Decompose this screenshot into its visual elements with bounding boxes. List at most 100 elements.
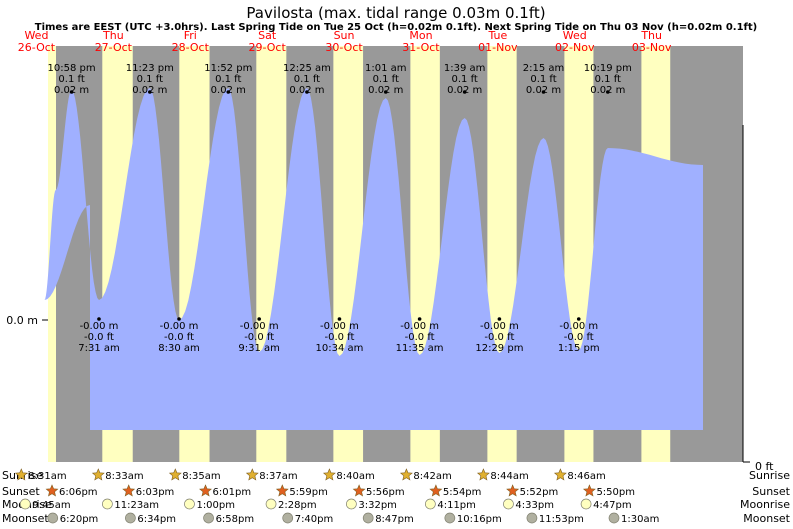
low-tide-marker: [177, 317, 181, 321]
sunset-time: 5:50pm: [596, 487, 635, 498]
tide-area: [44, 88, 703, 430]
moonrise-time: 4:33pm: [515, 500, 554, 511]
row-label-right: Sunrise: [749, 469, 790, 482]
high-tide-marker: [462, 90, 467, 94]
low-tide-label: -0.00 m-0.0 ft7:31 am: [78, 317, 120, 354]
low-tide-text: -0.0 ft: [164, 332, 194, 343]
row-label-right: Sunset: [752, 485, 790, 498]
moonset-icon: [203, 512, 214, 524]
day-name-label: Thu: [640, 29, 662, 42]
day-name-label: Sun: [334, 29, 355, 42]
chart-subtitle: Times are EEST (UTC +3.0hrs). Last Sprin…: [35, 22, 757, 33]
sunrise-icon: [399, 468, 413, 481]
sunrise-time: 8:37am: [259, 471, 297, 482]
low-tide-text: -0.00 m: [480, 321, 519, 332]
low-tide-text: -0.00 m: [80, 321, 119, 332]
moonrise-icon: [265, 498, 277, 510]
sunrise-icon: [14, 468, 28, 481]
day-date-label: 31-Oct: [402, 41, 440, 54]
high-tide-label: 1:01 am0.1 ft0.02 m: [365, 63, 407, 96]
day-name-label: Wed: [24, 29, 48, 42]
sunset-time: 5:59pm: [289, 487, 328, 498]
day-date-label: 02-Nov: [555, 41, 595, 54]
sunrise-icon: [245, 468, 259, 481]
moonrise-time: 9:45am: [32, 500, 70, 511]
y-label-right: 0 ft: [755, 460, 774, 473]
sunset-time: 6:01pm: [213, 487, 252, 498]
high-tide-text: 12:25 am: [283, 63, 331, 74]
low-tide-text: -0.00 m: [240, 321, 279, 332]
moonset-icon: [362, 512, 374, 524]
sunrise-time: 8:35am: [182, 471, 220, 482]
sunset-icon: [199, 484, 212, 497]
sunset-icon: [582, 484, 596, 497]
high-tide-marker: [148, 90, 152, 94]
low-tide-marker: [576, 317, 581, 321]
low-tide-text: -0.0 ft: [405, 332, 435, 343]
day-name-label: Mon: [409, 29, 432, 42]
high-tide-text: 0.1 ft: [294, 74, 320, 85]
moonrise-time: 4:47pm: [593, 500, 632, 511]
low-tide-label: -0.00 m-0.0 ft8:30 am: [158, 317, 200, 354]
moonset-icon: [444, 512, 456, 524]
row-label-right: Moonset: [743, 512, 790, 525]
moonset-time: 11:53pm: [539, 514, 584, 525]
moonset-time: 6:34pm: [137, 514, 176, 525]
low-tide-text: -0.0 ft: [324, 332, 354, 343]
sunset-time: 6:06pm: [59, 487, 98, 498]
high-tide-label: 12:25 am0.1 ft0.02 m: [283, 63, 331, 96]
sunrise-icon: [476, 468, 490, 481]
day-labels: 26-OctWed27-OctThu28-OctFri29-OctSat30-O…: [18, 29, 672, 54]
high-tide-marker: [606, 90, 610, 94]
tide-labels: 10:58 pm0.1 ft0.02 m 11:23 pm0.1 ft0.02 m…: [48, 63, 632, 354]
low-tide-text: -0.00 m: [559, 321, 598, 332]
day-date-label: 01-Nov: [478, 41, 518, 54]
moonrise-time: 1:00pm: [196, 500, 235, 511]
sunrise-icon: [553, 468, 567, 481]
low-tide-text: -0.00 m: [320, 321, 359, 332]
low-tide-text: 11:35 am: [396, 343, 444, 354]
high-tide-label: 1:39 am0.1 ft0.02 m: [444, 63, 486, 96]
high-tide-label: 10:19 pm0.1 ft0.02 m: [584, 63, 632, 96]
sunset-icon: [429, 484, 443, 497]
high-tide-marker: [226, 90, 231, 94]
high-tide-text: 0.1 ft: [595, 74, 621, 85]
low-tide-text: 7:31 am: [78, 343, 120, 354]
low-tide-label: -0.00 m-0.0 ft1:15 pm: [558, 317, 600, 354]
moonrise-time: 11:23am: [114, 500, 159, 511]
moonset-time: 7:40pm: [295, 514, 334, 525]
low-tide-text: 8:30 am: [158, 343, 200, 354]
sun-moon-rows: SunriseSunriseSunsetSunsetMoonriseMoonri…: [2, 468, 791, 525]
high-tide-text: 1:01 am: [365, 63, 407, 74]
moonset-icon: [125, 512, 136, 524]
sunset-icon: [352, 484, 366, 497]
row-label-left: Sunset: [2, 485, 40, 498]
high-tide-text: 1:39 am: [444, 63, 486, 74]
day-name-label: Sat: [258, 29, 277, 42]
high-tide-text: 0.1 ft: [137, 74, 163, 85]
moonrise-icon: [503, 498, 514, 510]
low-tide-text: 9:31 am: [238, 343, 280, 354]
moonrise-icon: [425, 498, 436, 510]
sunset-icon: [506, 484, 520, 497]
high-tide-text: 10:19 pm: [584, 63, 632, 74]
low-tide-text: -0.00 m: [160, 321, 199, 332]
moonrise-icon: [19, 498, 31, 510]
low-tide-marker: [257, 317, 261, 321]
moonrise-icon: [184, 498, 195, 510]
high-tide-text: 2:15 am: [523, 63, 565, 74]
moonset-icon: [526, 512, 538, 524]
low-tide-text: -0.0 ft: [564, 332, 594, 343]
sunrise-time: 8:33am: [105, 471, 143, 482]
high-tide-text: 0.1 ft: [452, 74, 478, 85]
sunset-time: 5:52pm: [520, 487, 559, 498]
sunset-icon: [45, 484, 59, 497]
sunrise-time: 8:40am: [336, 471, 374, 482]
sunrise-time: 8:44am: [490, 471, 528, 482]
low-tide-text: -0.00 m: [400, 321, 439, 332]
high-tide-marker: [305, 90, 309, 94]
sunrise-icon: [168, 468, 182, 481]
low-tide-text: -0.0 ft: [244, 332, 274, 343]
low-tide-marker: [497, 317, 502, 321]
